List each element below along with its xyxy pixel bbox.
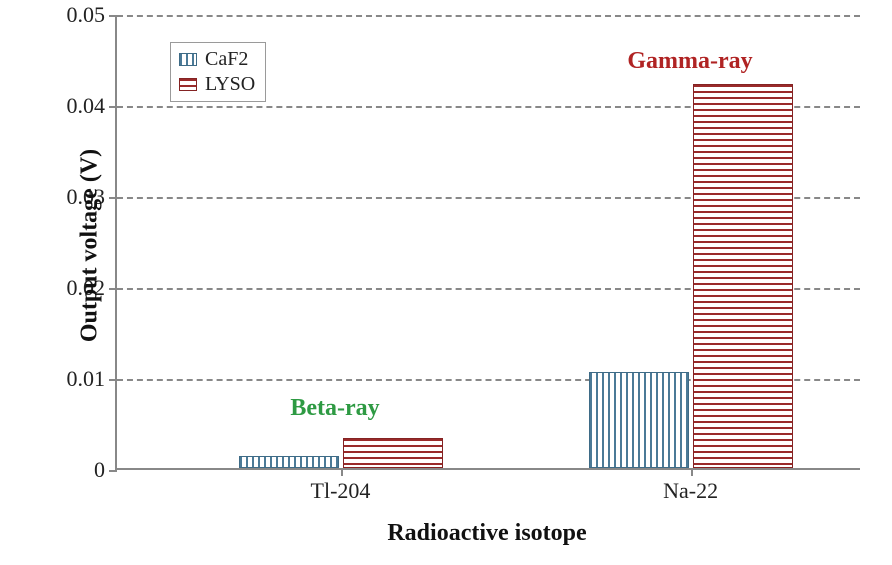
bar-caf2: [239, 456, 339, 468]
bar-caf2: [589, 372, 689, 468]
annotation-gamma: Gamma-ray: [627, 48, 752, 75]
y-tick-label: 0: [94, 457, 117, 483]
legend: CaF2 LYSO: [170, 42, 266, 102]
legend-swatch-icon: [179, 78, 197, 91]
legend-item-lyso: LYSO: [179, 72, 255, 97]
legend-label: CaF2: [205, 47, 248, 72]
voltage-bar-chart: 0 0.01 0.02 0.03 0.04 0.05 Tl-204 Na-22 …: [0, 0, 892, 565]
x-tick-label: Na-22: [663, 468, 718, 504]
x-axis-label: Radioactive isotope: [387, 520, 586, 547]
legend-label: LYSO: [205, 72, 255, 97]
bar-lyso: [693, 84, 793, 468]
x-tick-label: Tl-204: [311, 468, 371, 504]
bar-lyso: [343, 438, 443, 468]
grid-line: [117, 15, 860, 17]
annotation-beta: Beta-ray: [290, 395, 379, 422]
y-axis-label: Output voltage (V): [77, 96, 104, 396]
y-tick-label: 0.05: [67, 2, 118, 28]
legend-item-caf2: CaF2: [179, 47, 255, 72]
legend-swatch-icon: [179, 53, 197, 66]
